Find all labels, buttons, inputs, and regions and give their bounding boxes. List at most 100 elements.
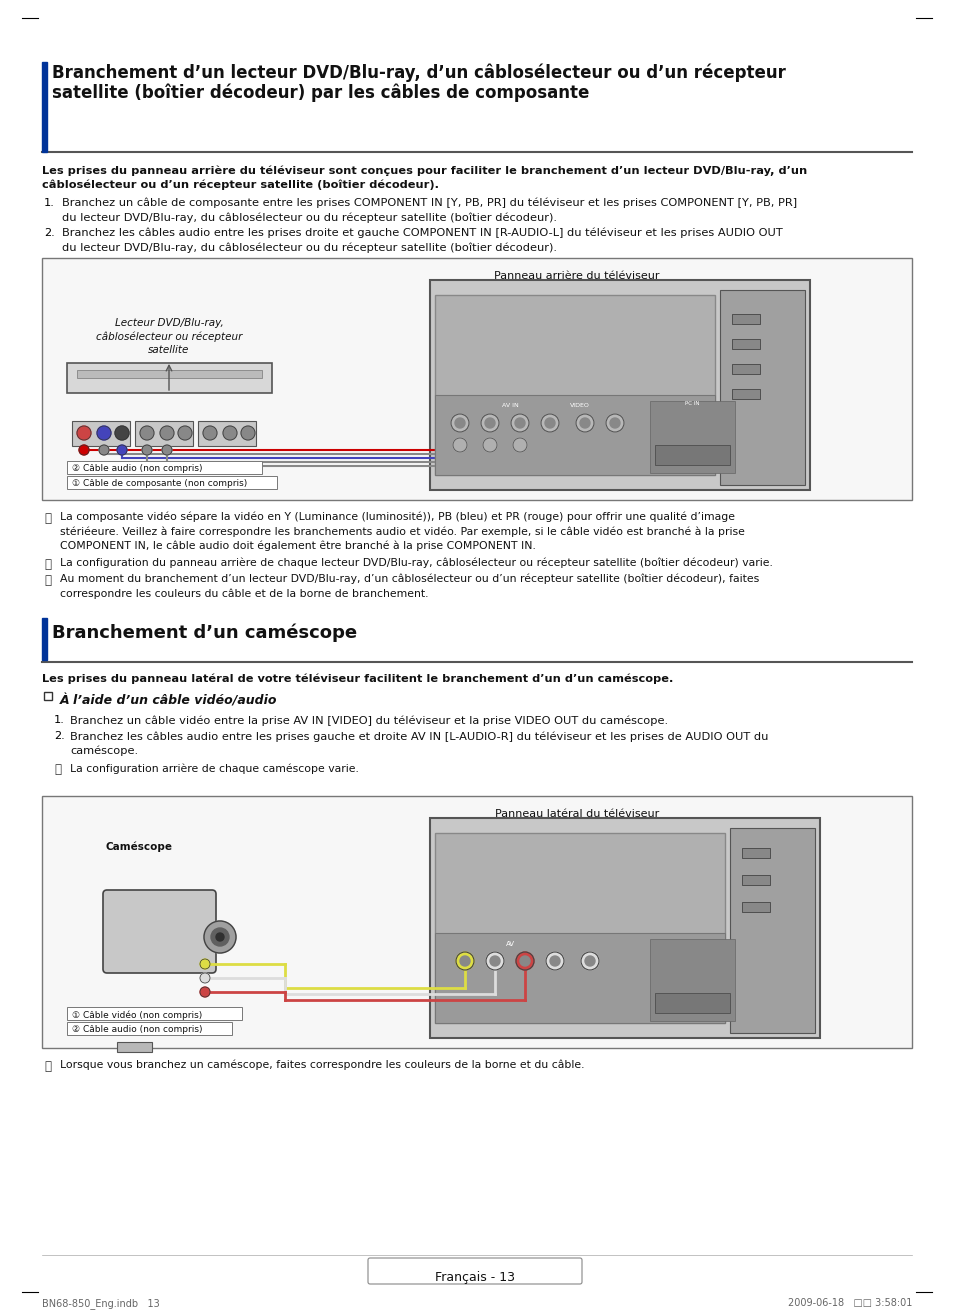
Circle shape (99, 445, 109, 455)
Bar (435, 933, 724, 1023)
Bar (741, 875, 769, 886)
Bar (430, 280, 809, 490)
Circle shape (160, 426, 173, 440)
Bar (720, 290, 804, 485)
Text: ② Câble audio (non compris): ② Câble audio (non compris) (71, 464, 202, 473)
Text: Au moment du branchement d’un lecteur DVD/Blu-ray, d’un câblosélecteur ou d’un r: Au moment du branchement d’un lecteur DV… (60, 574, 759, 599)
Bar (741, 903, 769, 912)
Circle shape (203, 426, 216, 440)
Circle shape (513, 438, 526, 452)
Circle shape (117, 445, 127, 455)
Bar (729, 828, 814, 1034)
Text: Branchement d’un lecteur DVD/Blu-ray, d’un câblosélecteur ou d’un récepteur: Branchement d’un lecteur DVD/Blu-ray, d’… (52, 63, 785, 81)
Text: Panneau latéral du téléviseur: Panneau latéral du téléviseur (495, 810, 659, 819)
Text: Branchez les câbles audio entre les prises gauche et droite AV IN [L-AUDIO-R] du: Branchez les câbles audio entre les pris… (70, 731, 767, 756)
Text: Branchez les câbles audio entre les prises droite et gauche COMPONENT IN [R-AUDI: Branchez les câbles audio entre les pris… (62, 228, 781, 253)
Bar (77, 369, 262, 379)
Text: Ⓢ: Ⓢ (44, 558, 51, 571)
Circle shape (484, 418, 495, 428)
Circle shape (485, 952, 503, 969)
Bar (198, 421, 255, 445)
Bar (741, 848, 769, 858)
Text: 1.: 1. (44, 198, 55, 208)
Circle shape (544, 418, 555, 428)
Bar (42, 618, 47, 660)
Circle shape (200, 973, 210, 982)
Circle shape (609, 418, 619, 428)
Text: Branchement d’un caméscope: Branchement d’un caméscope (52, 624, 356, 642)
Circle shape (97, 426, 111, 440)
Bar (67, 476, 276, 489)
Circle shape (142, 445, 152, 455)
Bar (67, 461, 262, 474)
Bar (67, 1007, 242, 1020)
Circle shape (223, 426, 236, 440)
Bar (435, 833, 724, 1023)
FancyBboxPatch shape (103, 889, 215, 973)
Text: Lorsque vous branchez un caméscope, faites correspondre les couleurs de la borne: Lorsque vous branchez un caméscope, fait… (60, 1060, 584, 1070)
Bar (435, 295, 714, 476)
Circle shape (576, 414, 594, 432)
Text: ① Câble vidéo (non compris): ① Câble vidéo (non compris) (71, 1010, 202, 1019)
Text: ① Câble de composante (non compris): ① Câble de composante (non compris) (71, 479, 247, 489)
Circle shape (490, 956, 499, 965)
Bar (731, 314, 760, 324)
Circle shape (453, 438, 467, 452)
Bar (42, 796, 911, 1048)
Circle shape (204, 921, 235, 952)
Text: Ⓢ: Ⓢ (44, 574, 51, 587)
Bar (435, 396, 714, 476)
Circle shape (579, 418, 589, 428)
Text: Panneau arrière du téléviseur: Panneau arrière du téléviseur (494, 271, 659, 282)
Circle shape (545, 952, 563, 969)
Text: PC IN: PC IN (684, 401, 699, 406)
Bar (655, 445, 729, 465)
Text: Ⓢ: Ⓢ (44, 1060, 51, 1073)
Text: 1.: 1. (54, 715, 65, 724)
Text: La configuration du panneau arrière de chaque lecteur DVD/Blu-ray, câblosélecteu: La configuration du panneau arrière de c… (60, 558, 772, 569)
Circle shape (211, 927, 229, 946)
Circle shape (584, 956, 595, 965)
Bar (430, 817, 820, 1038)
Text: ② Câble audio (non compris): ② Câble audio (non compris) (71, 1024, 202, 1034)
Text: Branchez un câble de composante entre les prises COMPONENT IN [Y, PB, PR] du tél: Branchez un câble de composante entre le… (62, 198, 797, 223)
Text: AV IN: AV IN (501, 403, 517, 407)
Circle shape (79, 445, 89, 455)
Circle shape (162, 445, 172, 455)
Circle shape (515, 418, 524, 428)
Text: La composante vidéo sépare la vidéo en Y (Luminance (luminosité)), PB (bleu) et : La composante vidéo sépare la vidéo en Y… (60, 512, 744, 552)
Bar (44, 692, 52, 700)
Circle shape (519, 956, 530, 965)
Circle shape (215, 933, 224, 941)
Bar (731, 339, 760, 348)
Text: Branchez un câble vidéo entre la prise AV IN [VIDEO] du téléviseur et la prise V: Branchez un câble vidéo entre la prise A… (70, 715, 667, 726)
Text: Les prises du panneau latéral de votre téléviseur facilitent le branchement d’un: Les prises du panneau latéral de votre t… (42, 675, 673, 685)
Circle shape (540, 414, 558, 432)
Text: satellite (boîtier décodeur) par les câbles de composante: satellite (boîtier décodeur) par les câb… (52, 84, 589, 102)
Bar (731, 389, 760, 400)
Text: À l’aide d’un câble vidéo/audio: À l’aide d’un câble vidéo/audio (60, 694, 277, 707)
Text: Ⓢ: Ⓢ (44, 512, 51, 525)
Text: 2.: 2. (44, 228, 54, 238)
Text: 2009-06-18   □□ 3:58:01: 2009-06-18 □□ 3:58:01 (787, 1298, 911, 1307)
Bar (42, 62, 47, 152)
Bar (649, 939, 734, 1020)
Bar (71, 421, 130, 445)
Circle shape (77, 426, 91, 440)
Text: La configuration arrière de chaque caméscope varie.: La configuration arrière de chaque camés… (70, 762, 358, 773)
Bar (135, 421, 193, 445)
Circle shape (200, 986, 210, 997)
Bar (67, 363, 272, 393)
Circle shape (200, 959, 210, 969)
Circle shape (550, 956, 559, 965)
Bar (117, 1041, 152, 1052)
Text: Ⓢ: Ⓢ (54, 762, 61, 776)
Circle shape (140, 426, 153, 440)
Circle shape (455, 418, 464, 428)
Text: Caméscope: Caméscope (106, 841, 172, 852)
Circle shape (178, 426, 192, 440)
Text: VIDEO: VIDEO (570, 403, 589, 407)
Circle shape (241, 426, 254, 440)
Bar (67, 1022, 232, 1035)
Circle shape (480, 414, 498, 432)
